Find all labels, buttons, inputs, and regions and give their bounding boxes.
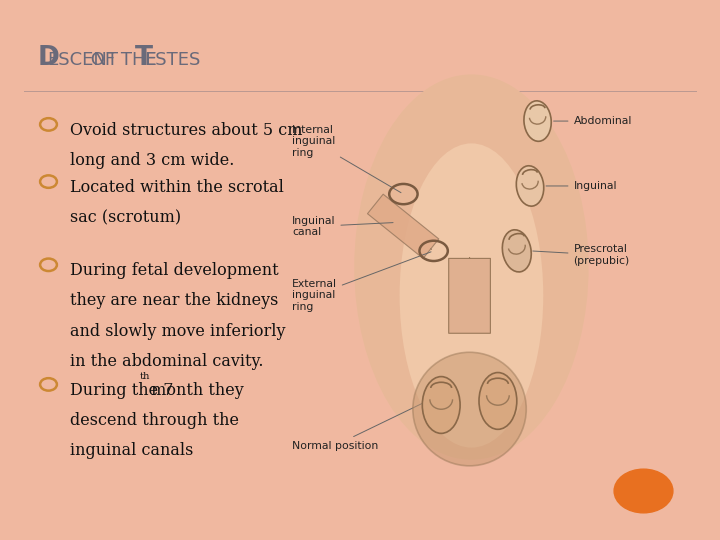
Text: During fetal development: During fetal development — [70, 262, 278, 279]
Text: and slowly move inferiorly: and slowly move inferiorly — [70, 322, 285, 340]
Text: OF THE: OF THE — [85, 51, 163, 69]
Text: During the 7: During the 7 — [70, 382, 173, 399]
Text: Located within the scrotal: Located within the scrotal — [70, 179, 284, 196]
Circle shape — [614, 469, 673, 513]
Text: long and 3 cm wide.: long and 3 cm wide. — [70, 152, 234, 169]
Text: Normal position: Normal position — [292, 390, 450, 450]
Ellipse shape — [524, 101, 552, 141]
Ellipse shape — [413, 352, 526, 466]
Text: Inguinal
canal: Inguinal canal — [292, 215, 393, 237]
Text: Abdominal: Abdominal — [554, 116, 632, 126]
Text: D: D — [38, 45, 60, 71]
Text: T: T — [135, 45, 153, 71]
Text: Internal
inguinal
ring: Internal inguinal ring — [292, 125, 401, 193]
FancyArrowPatch shape — [367, 194, 438, 259]
Ellipse shape — [400, 144, 544, 448]
Text: th: th — [139, 373, 150, 381]
Ellipse shape — [479, 373, 517, 429]
Text: ESTES: ESTES — [145, 51, 201, 69]
Text: they are near the kidneys: they are near the kidneys — [70, 292, 278, 309]
FancyArrowPatch shape — [449, 258, 490, 333]
Text: inguinal canals: inguinal canals — [70, 442, 193, 459]
Text: sac (scrotum): sac (scrotum) — [70, 209, 181, 226]
Text: External
inguinal
ring: External inguinal ring — [292, 252, 431, 312]
Text: Inguinal: Inguinal — [546, 181, 617, 191]
Text: month they: month they — [146, 382, 244, 399]
Text: in the abdominal cavity.: in the abdominal cavity. — [70, 353, 263, 370]
Text: Ovoid structures about 5 cm: Ovoid structures about 5 cm — [70, 122, 302, 139]
Ellipse shape — [354, 75, 589, 460]
Text: ESCENT: ESCENT — [48, 51, 118, 69]
Text: Prescrotal
(prepubic): Prescrotal (prepubic) — [533, 244, 630, 266]
Ellipse shape — [516, 166, 544, 206]
Ellipse shape — [423, 376, 460, 434]
Ellipse shape — [503, 230, 531, 272]
Text: descend through the: descend through the — [70, 412, 238, 429]
